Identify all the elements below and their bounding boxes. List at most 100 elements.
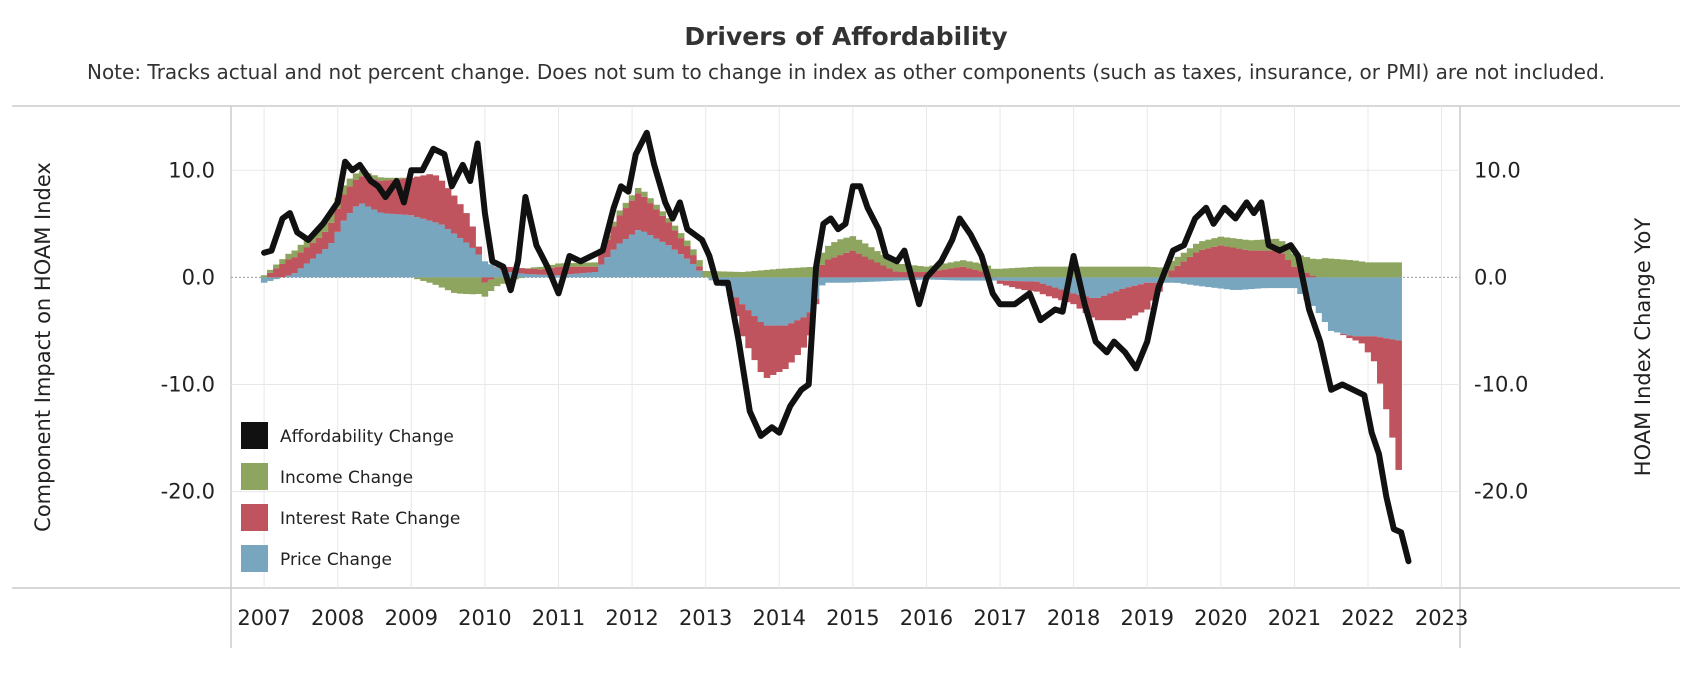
income-bar — [1119, 266, 1126, 278]
interest-bar — [1303, 272, 1310, 278]
interest-bar — [867, 259, 875, 278]
income-bar — [1039, 266, 1047, 278]
price-bar — [867, 277, 875, 282]
x-tick-label: 2013 — [679, 606, 732, 630]
income-bar — [818, 252, 826, 265]
price-bar — [383, 213, 391, 278]
price-bar — [457, 238, 464, 278]
price-bar — [708, 277, 716, 281]
price-bar — [690, 263, 697, 278]
price-bar — [555, 275, 562, 278]
income-bar — [1131, 266, 1139, 278]
y-axis-label-left: Component Impact on HOAM Index — [31, 162, 55, 532]
income-bar — [579, 262, 587, 267]
price-bar — [1340, 277, 1347, 334]
interest-bar — [1125, 287, 1133, 319]
income-bar — [714, 271, 722, 278]
interest-bar — [1180, 261, 1188, 278]
interest-bar — [279, 263, 286, 278]
price-bar — [444, 229, 452, 278]
income-bar — [530, 267, 538, 269]
interest-bar — [487, 277, 495, 280]
interest-bar — [469, 226, 476, 248]
interest-bar — [935, 270, 942, 278]
income-bar — [1027, 267, 1034, 278]
price-bar — [579, 273, 587, 278]
price-bar — [1094, 277, 1102, 298]
price-bar — [1352, 277, 1360, 337]
income-bar — [567, 263, 575, 267]
interest-bar — [536, 269, 544, 275]
income-bar — [831, 242, 838, 258]
interest-bar — [1266, 250, 1274, 278]
price-bar — [1254, 277, 1261, 289]
legend-label: Income Change — [280, 468, 413, 488]
x-tick-label: 2007 — [237, 606, 290, 630]
interest-bar — [273, 268, 280, 278]
interest-bar — [322, 231, 329, 250]
interest-bar — [782, 325, 789, 370]
income-bar — [377, 177, 384, 181]
income-bar — [917, 265, 924, 273]
interest-bar — [966, 268, 973, 278]
income-bar — [726, 271, 734, 278]
interest-bar — [1168, 270, 1176, 278]
interest-bar — [1205, 248, 1212, 278]
price-bar — [892, 277, 900, 281]
interest-bar — [739, 304, 746, 337]
income-bar — [855, 239, 863, 254]
interest-bar — [1051, 287, 1059, 299]
income-bar — [1045, 266, 1053, 278]
price-bar — [1248, 277, 1255, 290]
price-bar — [506, 272, 513, 278]
price-bar — [1285, 277, 1292, 289]
interest-bar — [690, 255, 697, 264]
price-bar — [285, 275, 292, 278]
price-bar — [316, 253, 323, 278]
price-bar — [438, 224, 446, 278]
interest-bar — [831, 257, 838, 278]
interest-bar — [684, 245, 691, 259]
interest-bar — [751, 316, 759, 361]
interest-bar — [1039, 283, 1047, 295]
income-bar — [420, 277, 427, 281]
x-tick-label: 2009 — [385, 606, 438, 630]
interest-bar — [285, 259, 292, 276]
income-bar — [1272, 238, 1280, 251]
interest-bar — [389, 179, 397, 214]
income-bar — [659, 211, 667, 216]
income-bar — [573, 262, 581, 267]
price-bar — [524, 274, 532, 278]
price-bar — [493, 267, 501, 278]
income-bar — [1088, 266, 1096, 278]
price-bar — [880, 277, 887, 282]
price-bar — [1346, 277, 1353, 336]
price-bar — [414, 217, 421, 278]
interest-bar — [1377, 337, 1384, 384]
income-bar — [1364, 262, 1372, 278]
income-bar — [1315, 259, 1323, 278]
income-bar — [1235, 238, 1243, 249]
income-bar — [1168, 260, 1176, 271]
price-bar — [1223, 277, 1231, 290]
income-bar — [757, 270, 765, 278]
income-bar — [910, 265, 918, 273]
price-bar — [1125, 277, 1133, 288]
price-bar — [665, 245, 673, 278]
x-tick-label: 2012 — [605, 606, 658, 630]
price-bar — [966, 277, 973, 281]
price-bar — [340, 220, 348, 278]
income-bar — [518, 277, 525, 279]
interest-bar — [1235, 248, 1243, 278]
price-bar — [996, 277, 1004, 281]
price-bar — [309, 258, 317, 278]
x-tick-label: 2016 — [900, 606, 953, 630]
price-bar — [530, 274, 538, 278]
interest-bar — [1340, 333, 1347, 336]
interest-bar — [328, 222, 335, 244]
y-tick-label-right: -20.0 — [1474, 480, 1528, 504]
price-bar — [1033, 277, 1041, 282]
x-tick-label: 2018 — [1047, 606, 1100, 630]
price-bar — [273, 277, 280, 280]
income-bar — [1229, 238, 1237, 248]
